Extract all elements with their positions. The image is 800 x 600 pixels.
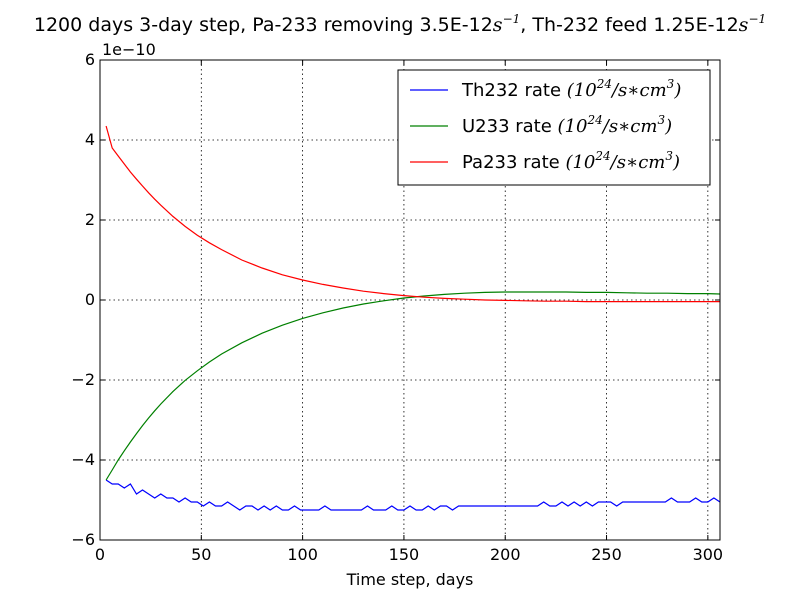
y-tick-label: 6 <box>85 50 95 69</box>
x-tick-label: 150 <box>389 545 420 564</box>
x-tick-label: 50 <box>191 545 211 564</box>
chart-title: 1200 days 3-day step, Pa-233 removing 3.… <box>34 12 766 36</box>
y-tick-label: −4 <box>71 450 95 469</box>
legend-box <box>397 69 711 186</box>
legend-entry: U233 rate (1024/s∗cm3) <box>462 113 672 137</box>
legend-entry: Th232 rate (1024/s∗cm3) <box>461 77 681 101</box>
y-scale-label: 1e−10 <box>102 40 156 59</box>
series-line-th232 <box>105 479 721 511</box>
ticks <box>99 59 720 541</box>
x-tick-label: 300 <box>693 545 724 564</box>
x-axis-label: Time step, days <box>346 570 474 589</box>
x-tick-label: 0 <box>95 545 105 564</box>
series-line-u233 <box>105 291 721 481</box>
x-tick-label: 100 <box>287 545 318 564</box>
y-tick-label: 2 <box>85 210 95 229</box>
y-tick-label: −6 <box>71 530 95 549</box>
series-line-pa233 <box>105 125 720 303</box>
series-lines <box>105 125 721 511</box>
x-tick-label: 250 <box>591 545 622 564</box>
y-tick-label: 4 <box>85 130 95 149</box>
legend: Th232 rate (1024/s∗cm3) U233 rate (1024/s… <box>397 69 711 186</box>
y-tick-label: −2 <box>71 370 95 389</box>
x-tick-label: 200 <box>490 545 521 564</box>
legend-entry: Pa233 rate (1024/s∗cm3) <box>462 149 680 173</box>
tick-labels: 0 50 100 150 200 250 300 −6 −4 −2 0 2 4 6 <box>71 50 723 564</box>
y-tick-label: 0 <box>85 290 95 309</box>
